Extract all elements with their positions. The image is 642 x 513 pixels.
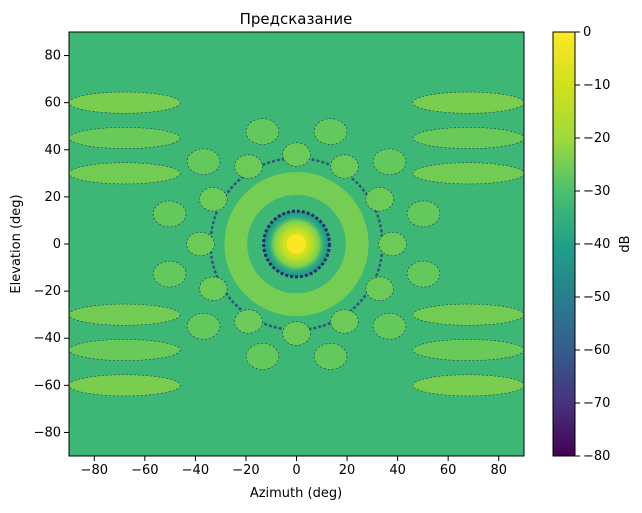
lobe-ring3-10 bbox=[330, 309, 359, 334]
cbar-tick-label-4: −40 bbox=[583, 237, 610, 252]
side-band-right-0 bbox=[412, 91, 524, 114]
cbar-tick-label-1: −10 bbox=[583, 78, 610, 93]
side-band-right-4 bbox=[412, 339, 524, 361]
x-tick-label-2: −40 bbox=[182, 463, 209, 478]
lobe-ring4-2 bbox=[313, 118, 348, 145]
lobe-ring4-8 bbox=[245, 343, 280, 370]
colorbar-label: dB bbox=[618, 235, 633, 252]
main-lobe-peak bbox=[285, 233, 308, 255]
side-band-right-3 bbox=[412, 303, 524, 326]
x-tick-label-3: −20 bbox=[232, 463, 259, 478]
lobe-ring4-9 bbox=[313, 343, 348, 370]
cbar-tick-label-2: −20 bbox=[583, 131, 610, 146]
lobe-ring3-3 bbox=[282, 142, 311, 167]
y-tick-label-6: 40 bbox=[44, 143, 61, 158]
side-band-left-0 bbox=[69, 91, 181, 114]
side-band-left-3 bbox=[69, 303, 181, 326]
cbar-tick-label-0: 0 bbox=[583, 25, 591, 40]
y-tick-label-7: 60 bbox=[44, 96, 61, 111]
lobe-ring4-3 bbox=[245, 118, 280, 145]
lobe-ring3-9 bbox=[282, 321, 311, 346]
colorbar: 0 −10 −20 −30 −40 −50 −60 −70 −80 dB bbox=[552, 25, 633, 464]
lobe-ring4-10 bbox=[372, 313, 407, 340]
lobe-rings bbox=[152, 118, 441, 370]
lobe-ring4-7 bbox=[186, 313, 221, 340]
side-band-left-2 bbox=[69, 162, 181, 185]
lobe-ring4-5 bbox=[152, 200, 187, 228]
side-band-right-1 bbox=[412, 127, 524, 149]
side-band-left-1 bbox=[69, 127, 181, 149]
chart-title: Предсказание bbox=[240, 10, 353, 28]
lobe-ring4-0 bbox=[406, 200, 441, 228]
x-axis-label: Azimuth (deg) bbox=[250, 486, 342, 501]
lobe-ring4-1 bbox=[372, 148, 407, 175]
main-lobe-layer bbox=[262, 209, 331, 279]
y-tick-label-3: −20 bbox=[34, 284, 61, 299]
side-band-right-2 bbox=[412, 162, 524, 185]
y-tick-label-5: 20 bbox=[44, 190, 61, 205]
colorbar-ticks: 0 −10 −20 −30 −40 −50 −60 −70 −80 bbox=[575, 25, 610, 464]
plot-area bbox=[69, 32, 524, 456]
y-tick-label-0: −80 bbox=[34, 425, 61, 440]
lobe-ring4-4 bbox=[186, 148, 221, 175]
side-bands bbox=[69, 91, 524, 397]
x-tick-label-8: 80 bbox=[490, 463, 507, 478]
cbar-tick-label-6: −60 bbox=[583, 343, 610, 358]
y-tick-label-4: 0 bbox=[53, 237, 61, 252]
lobe-ring3-5 bbox=[199, 187, 228, 212]
y-tick-label-8: 80 bbox=[44, 49, 61, 64]
x-tick-label-4: 0 bbox=[292, 463, 300, 478]
y-tick-label-1: −60 bbox=[34, 378, 61, 393]
lobe-ring4-11 bbox=[406, 260, 441, 288]
x-tick-label-0: −80 bbox=[81, 463, 108, 478]
x-tick-label-6: 40 bbox=[389, 463, 406, 478]
x-tick-label-1: −60 bbox=[131, 463, 158, 478]
cbar-tick-label-7: −70 bbox=[583, 396, 610, 411]
second-ring bbox=[224, 171, 369, 317]
lobe-ring3-1 bbox=[365, 187, 394, 212]
x-tick-label-7: 60 bbox=[440, 463, 457, 478]
cbar-tick-label-8: −80 bbox=[583, 449, 610, 464]
side-band-right-5 bbox=[412, 374, 524, 397]
lobe-ring3-0 bbox=[378, 231, 407, 257]
x-tick-label-5: 20 bbox=[339, 463, 356, 478]
colorbar-gradient bbox=[552, 31, 576, 457]
y-axis-ticks: −80 −60 −40 −20 0 20 40 60 80 bbox=[34, 49, 69, 440]
lobe-ring3-6 bbox=[186, 231, 215, 257]
side-band-left-5 bbox=[69, 374, 181, 397]
lobe-ring3-7 bbox=[199, 276, 228, 301]
lobe-ring3-2 bbox=[330, 154, 359, 179]
cbar-tick-label-5: −50 bbox=[583, 290, 610, 305]
y-axis-label: Elevation (deg) bbox=[9, 194, 24, 293]
lobe-ring3-8 bbox=[234, 309, 263, 334]
y-tick-label-2: −40 bbox=[34, 331, 61, 346]
x-axis-ticks: −80 −60 −40 −20 0 20 40 60 80 bbox=[81, 456, 507, 478]
lobe-ring4-6 bbox=[152, 260, 187, 288]
cbar-tick-label-3: −30 bbox=[583, 184, 610, 199]
side-band-left-4 bbox=[69, 339, 181, 361]
lobe-ring3-4 bbox=[234, 154, 263, 179]
lobe-ring3-11 bbox=[365, 276, 394, 301]
